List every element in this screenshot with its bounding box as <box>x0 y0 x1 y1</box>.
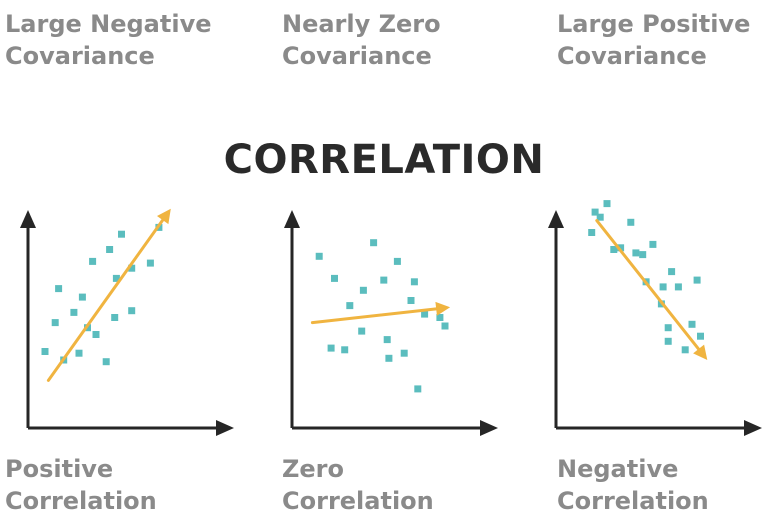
caption-line: Zero <box>282 455 345 483</box>
data-point <box>407 297 415 304</box>
data-point <box>627 218 635 226</box>
data-point <box>617 244 625 252</box>
data-point <box>603 200 611 208</box>
data-point <box>697 332 704 340</box>
data-point <box>400 349 408 357</box>
data-point <box>331 274 338 282</box>
caption-positive-correlation: Positive Correlation <box>5 453 157 517</box>
data-point <box>383 336 391 344</box>
data-point <box>414 385 422 393</box>
trend-line <box>310 307 438 325</box>
caption-line: Correlation <box>5 487 157 515</box>
data-point <box>89 257 97 265</box>
data-point <box>410 278 418 286</box>
data-point <box>596 213 604 221</box>
caption-line: Positive <box>5 455 114 483</box>
negative-correlation-plot <box>548 200 762 436</box>
data-point <box>681 346 689 354</box>
caption-line: Negative <box>557 455 679 483</box>
caption-zero-correlation: Zero Correlation <box>282 453 434 517</box>
trend-line <box>46 218 165 382</box>
data-point <box>111 314 119 321</box>
data-point <box>41 348 49 355</box>
data-point <box>441 322 449 330</box>
caption-line: Covariance <box>282 42 432 70</box>
data-point <box>92 331 100 338</box>
caption-large-negative-covariance: Large Negative Covariance <box>5 8 212 72</box>
y-axis-arrowhead <box>548 210 564 228</box>
caption-line: Nearly Zero <box>282 10 441 38</box>
data-point <box>118 230 125 238</box>
data-point <box>385 354 393 362</box>
data-point <box>380 276 388 284</box>
caption-line: Large Negative <box>5 10 212 38</box>
data-point <box>346 302 354 310</box>
data-point <box>659 283 667 291</box>
data-point <box>70 308 78 316</box>
data-point <box>610 246 618 253</box>
data-point <box>51 319 59 327</box>
caption-line: Correlation <box>282 487 434 515</box>
data-point <box>693 276 701 284</box>
caption-line: Covariance <box>557 42 707 70</box>
data-point <box>664 324 672 332</box>
trend-arrowhead <box>693 344 708 360</box>
data-point <box>359 286 367 294</box>
data-point <box>649 240 657 248</box>
data-point <box>112 274 120 282</box>
caption-line: Large Positive <box>557 10 751 38</box>
y-axis-arrowhead <box>284 210 300 228</box>
y-axis-arrowhead <box>20 210 36 228</box>
trend-arrowhead <box>435 301 451 316</box>
data-point <box>315 252 323 260</box>
caption-large-positive-covariance: Large Positive Covariance <box>557 8 750 72</box>
data-point <box>370 239 378 247</box>
caption-line: Covariance <box>5 42 155 70</box>
data-point <box>102 358 110 366</box>
caption-nearly-zero-covariance: Nearly Zero Covariance <box>282 8 441 72</box>
page-title: CORRELATION <box>223 137 545 183</box>
x-axis-arrowhead <box>216 420 234 436</box>
positive-correlation-plot <box>20 208 234 436</box>
data-point <box>674 283 682 291</box>
data-point <box>436 314 444 321</box>
data-point <box>664 337 672 345</box>
data-point <box>78 293 86 301</box>
data-point <box>128 264 136 272</box>
data-point <box>75 349 83 357</box>
data-point <box>632 249 640 257</box>
data-point <box>146 259 154 267</box>
x-axis-arrowhead <box>744 420 762 436</box>
data-point <box>588 229 596 236</box>
data-point <box>688 320 696 328</box>
trend-arrowhead <box>156 208 171 225</box>
data-point <box>639 251 647 259</box>
caption-negative-correlation: Negative Correlation <box>557 453 709 517</box>
caption-line: Correlation <box>557 487 709 515</box>
data-point <box>421 310 429 318</box>
zero-correlation-plot <box>284 210 498 436</box>
trend-line <box>595 219 701 351</box>
data-point <box>393 257 401 265</box>
data-point <box>55 285 63 293</box>
data-point <box>358 327 366 335</box>
data-point <box>106 246 114 253</box>
data-point <box>327 344 335 352</box>
data-point <box>341 346 349 354</box>
data-point <box>591 208 599 216</box>
x-axis-arrowhead <box>480 420 498 436</box>
data-point <box>668 268 676 276</box>
data-point <box>128 307 136 315</box>
